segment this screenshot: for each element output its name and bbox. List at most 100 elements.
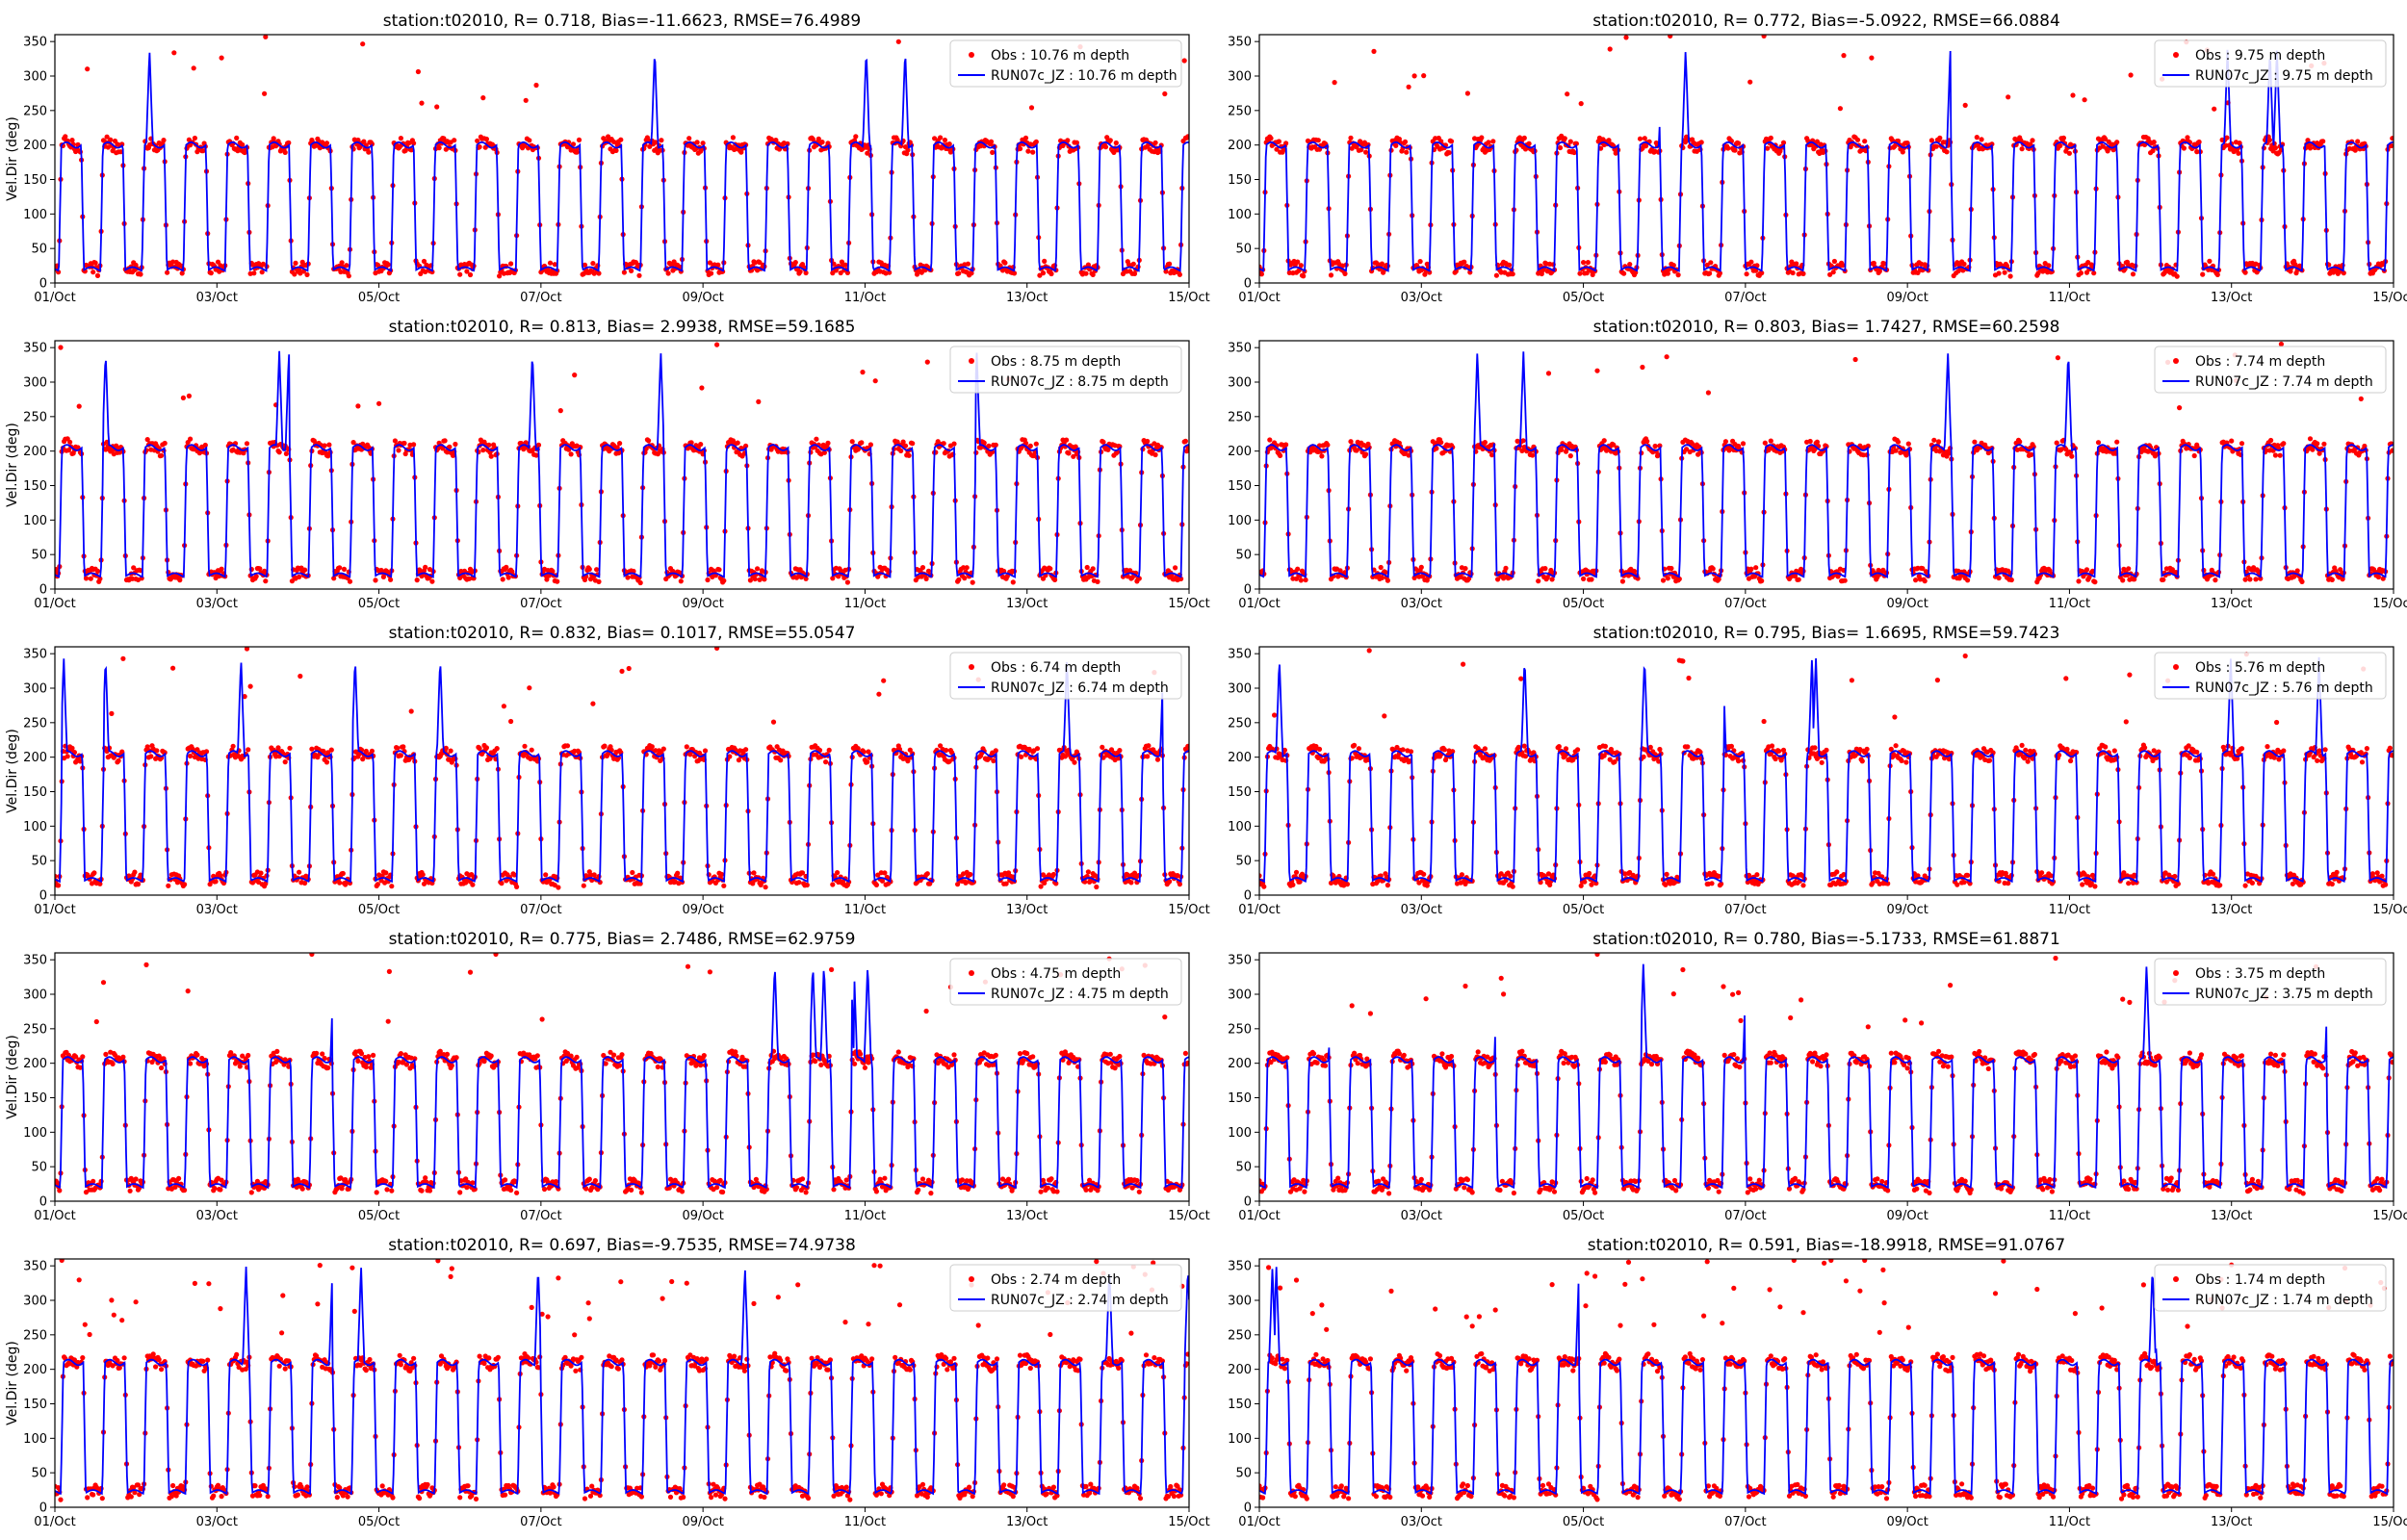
obs-point	[1526, 141, 1532, 146]
obs-point	[159, 452, 165, 458]
y-tick-label: 350	[23, 36, 47, 50]
obs-point	[1259, 271, 1264, 277]
obs-point	[752, 576, 758, 582]
obs-point	[803, 270, 809, 276]
x-tick-label: 15/Oct	[2372, 291, 2407, 305]
obs-point	[2242, 577, 2248, 582]
obs-point	[109, 710, 115, 717]
obs-point	[738, 149, 744, 155]
obs-point	[1482, 440, 1488, 446]
subplot-title: station:t02010, R= 0.813, Bias= 2.9938, …	[389, 318, 856, 337]
x-tick-label: 13/Oct	[1006, 597, 1048, 611]
obs-point	[574, 149, 580, 155]
subplot-title: station:t02010, R= 0.718, Bias=-11.6623,…	[383, 12, 861, 31]
obs-point	[986, 443, 992, 449]
obs-point	[486, 442, 492, 448]
y-tick-label: 200	[1228, 139, 1252, 153]
obs-point	[421, 258, 427, 265]
obs-point	[1710, 566, 1716, 572]
x-tick-label: 01/Oct	[1238, 597, 1280, 611]
legend-model-label: RUN07c_JZ : 9.75 m depth	[2195, 68, 2373, 84]
obs-point	[276, 449, 282, 455]
obs-point	[547, 260, 554, 266]
obs-point	[1577, 270, 1583, 276]
obs-point	[961, 565, 967, 571]
obs-point	[1542, 566, 1548, 572]
legend-obs-marker	[2173, 52, 2179, 58]
obs-point	[860, 370, 866, 375]
obs-point	[1544, 575, 1550, 580]
obs-point	[1379, 261, 1385, 267]
obs-point	[1438, 440, 1444, 446]
obs-point	[1421, 73, 1427, 79]
obs-point	[965, 261, 971, 267]
obs-point	[411, 442, 417, 448]
obs-point	[1111, 149, 1117, 155]
y-tick-label: 50	[31, 855, 47, 869]
obs-point	[408, 708, 414, 714]
obs-point	[1495, 577, 1501, 582]
obs-point	[872, 378, 878, 384]
obs-point	[2224, 135, 2230, 141]
obs-point	[2019, 146, 2025, 152]
obs-point	[166, 883, 171, 888]
obs-point	[1698, 140, 1704, 145]
obs-point	[797, 269, 803, 274]
obs-point	[208, 270, 214, 276]
obs-point	[1510, 271, 1515, 277]
obs-point	[796, 880, 802, 886]
obs-point	[1937, 135, 1943, 141]
obs-point	[1590, 271, 1595, 277]
obs-point	[613, 147, 619, 153]
obs-point	[309, 746, 315, 752]
obs-point	[2191, 452, 2197, 459]
x-tick-label: 03/Oct	[1401, 291, 1442, 305]
obs-point	[2355, 139, 2361, 144]
y-tick-label: 200	[23, 445, 47, 459]
obs-point	[1562, 136, 1567, 141]
obs-point	[564, 743, 571, 749]
obs-point	[1796, 577, 1801, 582]
obs-point	[576, 137, 582, 142]
x-tick-label: 05/Oct	[358, 903, 400, 917]
obs-point	[1627, 262, 1633, 268]
obs-point	[2292, 262, 2298, 268]
obs-point	[1479, 135, 1485, 141]
obs-point	[104, 134, 110, 140]
obs-point	[1744, 271, 1749, 277]
obs-point	[398, 753, 403, 758]
obs-point	[1707, 270, 1713, 276]
y-tick-label: 200	[23, 751, 47, 765]
obs-point	[1665, 270, 1670, 276]
obs-point	[665, 270, 671, 276]
obs-point	[467, 271, 474, 278]
obs-point	[626, 665, 632, 672]
obs-point	[1325, 442, 1331, 448]
obs-point	[785, 141, 790, 146]
obs-point	[92, 260, 98, 266]
obs-point	[97, 576, 103, 581]
obs-point	[1565, 91, 1570, 97]
legend-obs-label: Obs : 9.75 m depth	[2195, 48, 2325, 64]
obs-point	[331, 576, 337, 581]
obs-point	[882, 870, 888, 876]
axes-frame	[54, 340, 1190, 590]
obs-point	[452, 138, 457, 143]
obs-point	[494, 746, 500, 752]
obs-point	[556, 885, 561, 890]
obs-point	[1842, 578, 1848, 583]
obs-point	[942, 137, 948, 143]
obs-point	[881, 678, 887, 683]
obs-point	[523, 440, 529, 446]
obs-point	[1830, 270, 1836, 275]
obs-point	[1607, 46, 1613, 52]
obs-point	[1549, 577, 1555, 582]
obs-point	[629, 268, 634, 273]
obs-point	[2114, 140, 2120, 145]
obs-point	[735, 440, 740, 446]
obs-point	[1181, 58, 1187, 64]
obs-point	[247, 683, 253, 689]
obs-point	[1017, 145, 1023, 152]
obs-point	[65, 754, 70, 759]
obs-point	[636, 272, 642, 278]
